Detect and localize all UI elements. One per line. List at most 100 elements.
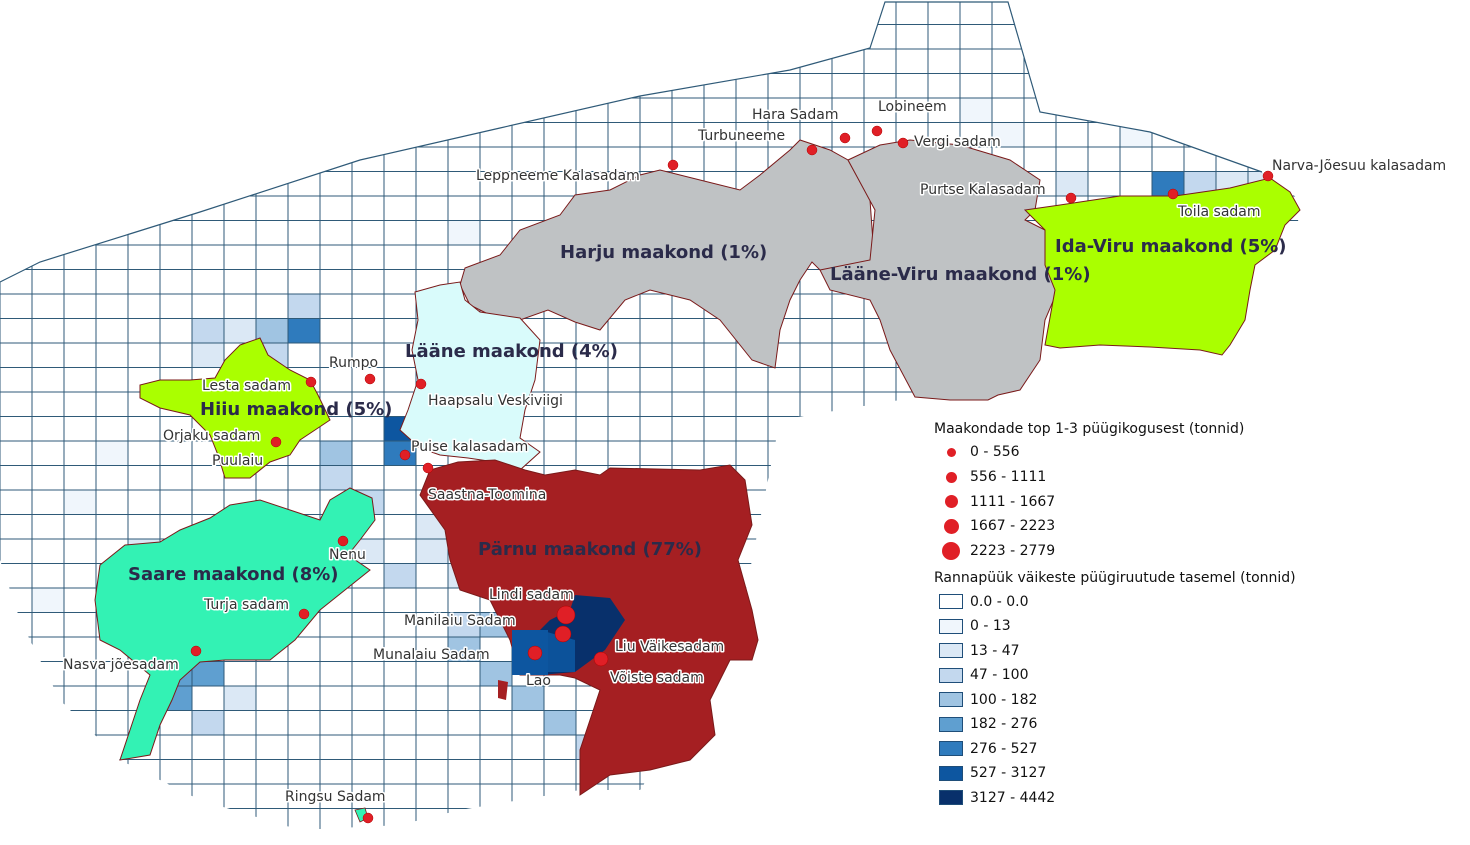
port-label: Toila sadam: [1177, 204, 1261, 220]
port-label: Munalaiu Sadam: [373, 647, 490, 663]
port-dot[interactable]: [839, 132, 851, 144]
county-label-laane: Lääne maakond (4%): [405, 341, 618, 362]
legend-swatch: [939, 716, 963, 732]
county-label-parnu: Pärnu maakond (77%): [478, 539, 702, 560]
county-label-saare: Saare maakond (8%): [128, 564, 339, 585]
legend-circle-icon: [942, 542, 960, 561]
port-label: Nenu: [329, 547, 366, 563]
port-label: Vergi sadam: [914, 134, 1001, 150]
port-dot[interactable]: [556, 605, 576, 625]
port-label: Haapsalu Veskiviigi: [428, 393, 563, 409]
port-dot[interactable]: [337, 535, 349, 547]
port-dot[interactable]: [667, 159, 679, 171]
port-label: Turbuneeme: [697, 128, 785, 144]
legend-grid-title: Rannapüük väikeste püügiruutude tasemel …: [934, 570, 1296, 587]
legend-grid-row: 47 - 100: [934, 663, 1274, 688]
legend-grid-row: 0 - 13: [934, 614, 1274, 639]
county-laane-viru[interactable]: [819, 139, 1061, 401]
legend-catch-row: 1667 - 2223: [934, 514, 1274, 539]
county-hiiu[interactable]: [139, 337, 331, 479]
legend-grid-row: 13 - 47: [934, 638, 1274, 663]
port-dot[interactable]: [806, 144, 818, 156]
legend-swatch: [939, 790, 963, 806]
legend-catch-row: 1111 - 1667: [934, 489, 1274, 514]
legend-grid-label: 0 - 13: [970, 618, 1011, 635]
legend-catch-row: 0 - 556: [934, 440, 1274, 465]
port-dot[interactable]: [415, 378, 427, 390]
county-label-hiiu: Hiiu maakond (5%): [200, 399, 392, 420]
port-dot[interactable]: [298, 608, 310, 620]
port-dot[interactable]: [362, 812, 374, 824]
legend-grid-label: 276 - 527: [970, 740, 1038, 757]
legend-catch-row: 556 - 1111: [934, 465, 1274, 490]
legend-swatch: [939, 765, 963, 781]
legend-grid-row: 276 - 527: [934, 736, 1274, 761]
port-label: Puise kalasadam: [411, 439, 528, 455]
port-dot[interactable]: [1262, 170, 1274, 182]
legend-grid-label: 13 - 47: [970, 642, 1020, 659]
county-label-ida-viru: Ida-Viru maakond (5%): [1055, 236, 1287, 257]
port-label: Hara Sadam: [752, 107, 838, 123]
port-label: Turja sadam: [203, 597, 289, 613]
legend-grid-row: 527 - 3127: [934, 761, 1274, 786]
port-label: Lindi sadam: [489, 587, 574, 603]
legend-swatch: [939, 594, 963, 610]
county-label-laane-viru: Lääne-Viru maakond (1%): [830, 264, 1091, 285]
county-ida-viru[interactable]: [1023, 177, 1301, 356]
port-dot[interactable]: [554, 625, 572, 643]
ports-layer: Leppneeme Kalasadam Turbuneeme Hara Sada…: [62, 98, 1448, 824]
port-dot[interactable]: [593, 651, 609, 667]
port-label: Saastna-Toomina: [428, 487, 546, 503]
county-label-harju: Harju maakond (1%): [560, 242, 767, 263]
port-dot[interactable]: [1167, 188, 1179, 200]
legend-circle-icon: [943, 518, 959, 534]
county-laane[interactable]: [399, 281, 541, 471]
port-dot[interactable]: [527, 645, 543, 661]
port-dot[interactable]: [871, 125, 883, 137]
port-dot[interactable]: [422, 462, 434, 474]
port-label: Liu Väikesadam: [615, 639, 724, 655]
legend-grid-label: 0.0 - 0.0: [970, 593, 1029, 610]
legend-grid-label: 3127 - 4442: [970, 789, 1056, 806]
port-label: Ringsu Sadam: [285, 789, 386, 805]
port-dot[interactable]: [305, 376, 317, 388]
port-dot[interactable]: [1065, 192, 1077, 204]
legend-swatch: [939, 618, 963, 634]
port-dot[interactable]: [190, 645, 202, 657]
legend-grid-label: 100 - 182: [970, 691, 1038, 708]
legend-catch-label: 1111 - 1667: [970, 493, 1056, 510]
legend-circle-icon: [945, 471, 957, 483]
port-label: Rumpo: [329, 355, 378, 371]
county-saare[interactable]: [94, 487, 376, 761]
legend-catch-label: 1667 - 2223: [970, 518, 1056, 535]
legend-grid-row: 100 - 182: [934, 687, 1274, 712]
legend-catch-row: 2223 - 2779: [934, 539, 1274, 564]
legend-catch-label: 2223 - 2779: [970, 543, 1056, 560]
port-label: Lao: [526, 673, 551, 689]
legend-catch-label: 0 - 556: [970, 444, 1020, 461]
legend-swatch: [939, 643, 963, 659]
port-label: Puulaiu: [212, 453, 263, 469]
legend-grid-row: 182 - 276: [934, 712, 1274, 737]
legend-circle-icon: [946, 447, 956, 457]
legend-swatch: [939, 741, 963, 757]
port-label: Lobineem: [878, 99, 947, 115]
legend-grid-row: 0.0 - 0.0: [934, 589, 1274, 614]
port-dot[interactable]: [897, 137, 909, 149]
legend-catch-label: 556 - 1111: [970, 469, 1047, 486]
legend-circle-icon: [944, 495, 958, 509]
legend: Maakondade top 1-3 püügikogusest (tonnid…: [934, 418, 1296, 810]
legend-swatch: [939, 692, 963, 708]
port-label: Leppneeme Kalasadam: [476, 168, 640, 184]
port-label: Orjaku sadam: [163, 428, 260, 444]
port-label: Võiste sadam: [610, 670, 704, 686]
port-dot[interactable]: [364, 373, 376, 385]
legend-grid-label: 182 - 276: [970, 716, 1038, 733]
port-dot[interactable]: [399, 449, 411, 461]
port-label: Nasva jõesadam: [63, 657, 179, 673]
port-label: Manilaiu Sadam: [404, 613, 516, 629]
legend-grid-label: 527 - 3127: [970, 765, 1047, 782]
port-dot[interactable]: [270, 436, 282, 448]
legend-swatch: [939, 667, 963, 683]
